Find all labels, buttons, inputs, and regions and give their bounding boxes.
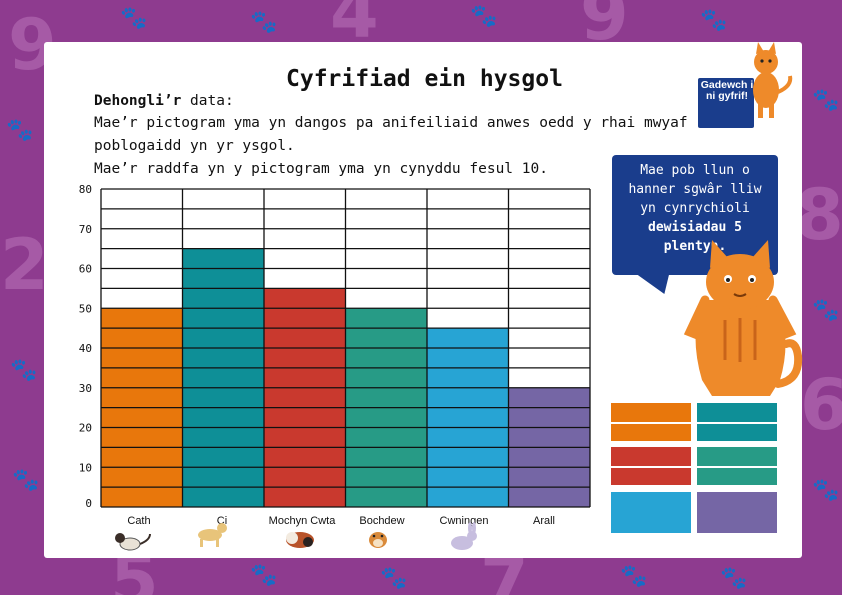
key-swatch bbox=[695, 490, 779, 535]
background-number: 2 bbox=[0, 224, 49, 306]
y-tick-label: 60 bbox=[79, 263, 92, 276]
dog-icon bbox=[198, 523, 227, 547]
paw-icon: 🐾 bbox=[120, 6, 148, 31]
guinea-pig-icon bbox=[286, 532, 314, 548]
bubble-line-4: dewisiadau 5 bbox=[648, 220, 742, 235]
paw-icon: 🐾 bbox=[250, 563, 278, 588]
cat-mascot-icon bbox=[683, 240, 803, 396]
bubble-line-1: Mae pob llun o bbox=[640, 163, 750, 178]
y-tick-label: 70 bbox=[79, 223, 92, 236]
y-tick-label: 10 bbox=[79, 461, 92, 474]
intro-line-1: Mae’r pictogram yma yn dangos pa anifeil… bbox=[94, 115, 688, 131]
intro-line-2: poblogaidd yn yr ysgol. bbox=[94, 138, 295, 154]
key-swatch-half bbox=[609, 422, 693, 443]
paw-icon: 🐾 bbox=[250, 10, 278, 35]
hamster-icon bbox=[369, 532, 387, 548]
key-swatch-half bbox=[695, 466, 779, 487]
intro-heading-bold: Dehongli’r bbox=[94, 93, 182, 109]
background-number: 9 bbox=[580, 0, 629, 56]
paw-icon: 🐾 bbox=[700, 8, 728, 33]
category-label: Cath bbox=[127, 515, 150, 527]
lets-count-badge bbox=[698, 78, 754, 128]
category-label: Ci bbox=[217, 515, 227, 527]
key-swatch-half bbox=[695, 422, 779, 443]
bar-ci bbox=[182, 248, 264, 507]
intro-heading-rest: data: bbox=[181, 93, 234, 109]
intro-heading: Dehongli’r data: bbox=[94, 93, 234, 109]
paw-icon: 🐾 bbox=[620, 564, 648, 589]
category-label: Cwningen bbox=[440, 515, 489, 527]
paw-icon: 🐾 bbox=[470, 4, 498, 29]
bubble-line-2: hanner sgwâr lliw bbox=[628, 182, 762, 197]
bubble-line-5: plentyn. bbox=[663, 239, 727, 254]
lets-count-badge-text: Gadewch i ni gyfrif! bbox=[700, 79, 754, 102]
intro-line-3: Mae’r raddfa yn y pictogram yma yn cynyd… bbox=[94, 161, 548, 177]
small-cat-mascot-icon bbox=[753, 42, 793, 118]
paw-icon: 🐾 bbox=[6, 118, 34, 143]
background-number: 6 bbox=[800, 364, 842, 446]
y-tick-label: 40 bbox=[79, 342, 92, 355]
y-tick-label: 30 bbox=[79, 382, 92, 395]
paw-icon: 🐾 bbox=[380, 566, 408, 591]
background-number: 4 bbox=[330, 0, 379, 54]
y-tick-label: 80 bbox=[79, 183, 92, 196]
paw-icon: 🐾 bbox=[812, 298, 840, 323]
paw-icon: 🐾 bbox=[12, 468, 40, 493]
y-tick-label: 20 bbox=[79, 422, 92, 435]
y-tick-label: 0 bbox=[85, 497, 92, 510]
paw-icon: 🐾 bbox=[720, 566, 748, 591]
cat-icon bbox=[115, 533, 151, 551]
background-number: 8 bbox=[795, 174, 842, 256]
paw-icon: 🐾 bbox=[10, 358, 38, 383]
key-swatch bbox=[609, 490, 693, 535]
rabbit-icon bbox=[451, 522, 477, 550]
category-label: Bochdew bbox=[359, 515, 404, 527]
y-tick-label: 50 bbox=[79, 302, 92, 315]
category-label: Mochyn Cwta bbox=[269, 515, 337, 527]
bar-mochyn-cwta bbox=[264, 288, 346, 507]
paw-icon: 🐾 bbox=[812, 88, 840, 113]
key-speech-bubble bbox=[612, 155, 778, 275]
category-label: Arall bbox=[533, 515, 555, 527]
key-swatch-half bbox=[609, 466, 693, 487]
bar-cwningen bbox=[427, 328, 509, 507]
paw-icon: 🐾 bbox=[812, 478, 840, 503]
page-title: Cyfrifiad ein hysgol bbox=[286, 66, 563, 92]
bubble-line-3: yn cynrychioli bbox=[640, 201, 750, 216]
